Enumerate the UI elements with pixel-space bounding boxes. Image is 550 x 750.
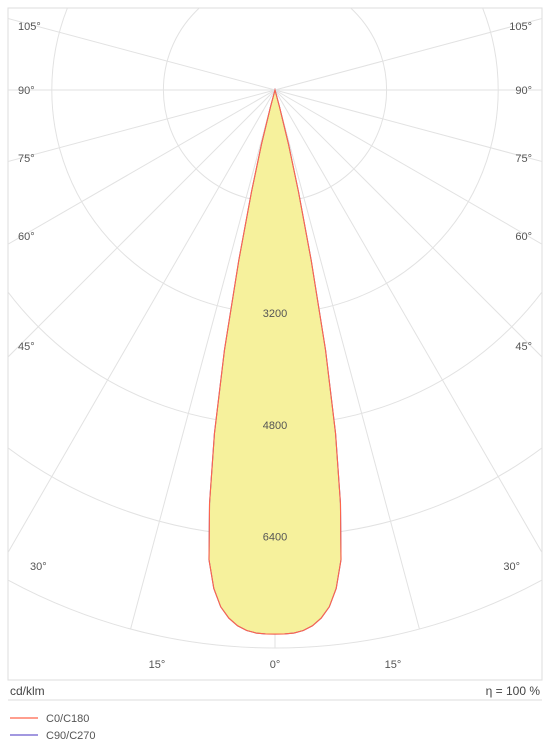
angle-label: 60° (18, 231, 35, 243)
angle-label: 30° (503, 561, 520, 573)
photometric-polar-chart: 3200 4800 6400 0° 15° 15° 30° 30° 45° 45° 60° 60° 75… (0, 0, 550, 750)
ring-label: 3200 (263, 308, 287, 320)
angle-label: 75° (18, 153, 35, 165)
efficiency-label: η = 100 % (486, 684, 541, 698)
legend-label: C90/C270 (46, 730, 96, 742)
angle-label: 90° (18, 85, 35, 97)
angle-label: 45° (18, 341, 35, 353)
angle-label: 75° (515, 153, 532, 165)
angle-label: 45° (515, 341, 532, 353)
ring-label: 6400 (263, 531, 287, 543)
angle-label: 0° (270, 659, 281, 671)
angle-label: 15° (385, 659, 402, 671)
angle-label: 105° (509, 21, 532, 33)
angle-label: 30° (30, 561, 47, 573)
angle-label: 15° (149, 659, 166, 671)
angle-label: 60° (515, 231, 532, 243)
angle-label: 90° (515, 85, 532, 97)
angle-label: 105° (18, 21, 41, 33)
legend-label: C0/C180 (46, 713, 89, 725)
unit-label: cd/klm (10, 684, 45, 698)
chart-svg: 3200 4800 6400 0° 15° 15° 30° 30° 45° 45° 60° 60° 75… (0, 0, 550, 750)
ring-label: 4800 (263, 420, 287, 432)
